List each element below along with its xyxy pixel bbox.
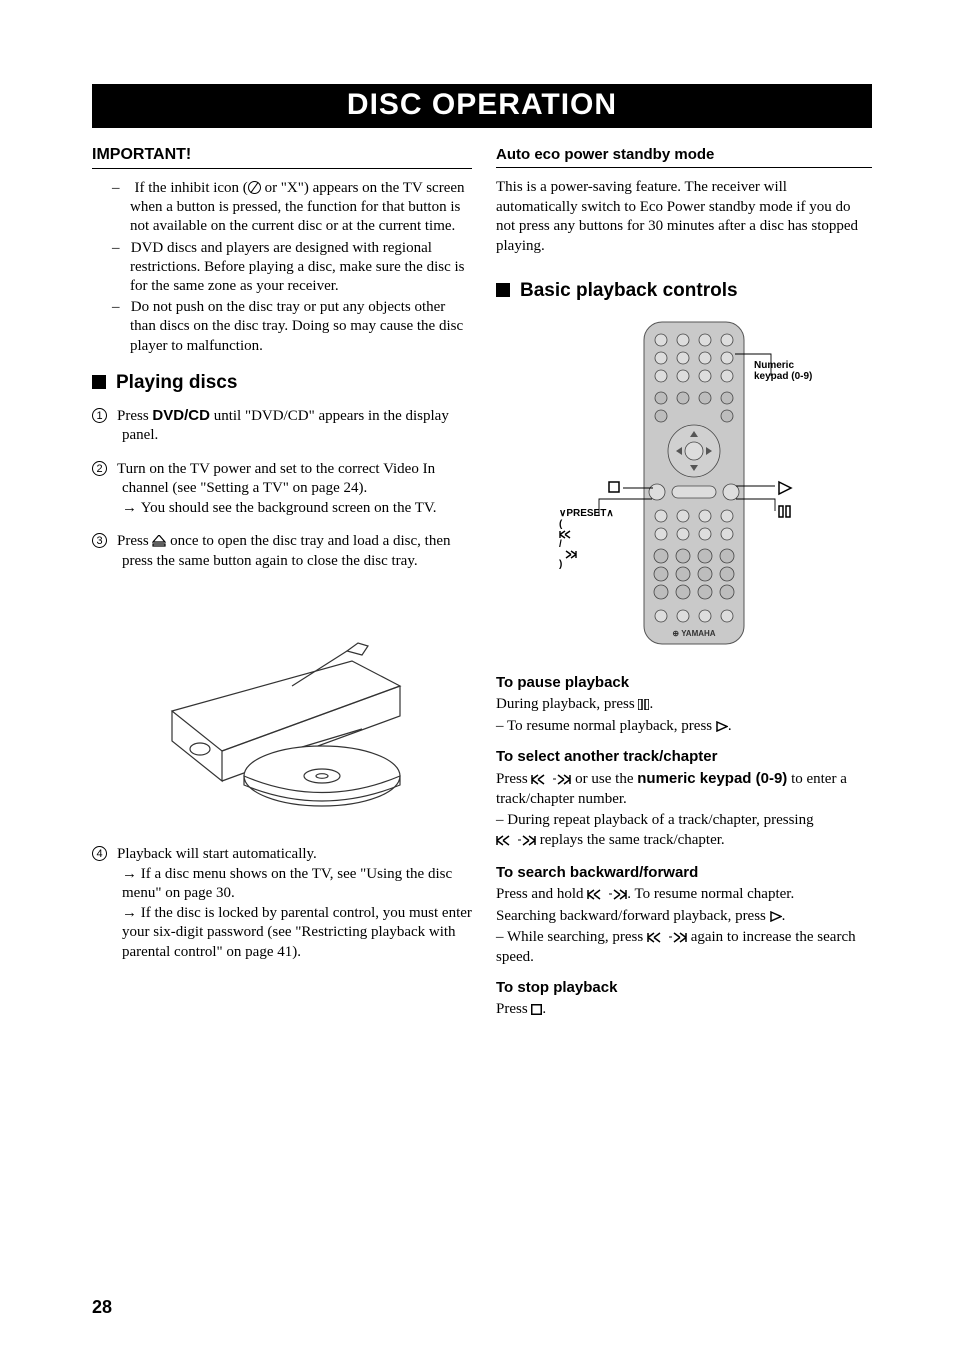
heading-text: Playing discs	[116, 372, 237, 393]
text: ∨PRESET∧	[559, 508, 614, 519]
divider	[92, 168, 472, 169]
text: once to open the disc tray and load a di…	[122, 533, 451, 569]
arrow-note: You should see the background screen on …	[122, 499, 472, 519]
basic-playback-heading: Basic playback controls	[496, 280, 872, 302]
step-2: 2 Turn on the TV power and set to the cor…	[92, 460, 472, 519]
text: .	[782, 908, 786, 924]
text: . To resume normal chapter.	[627, 886, 794, 902]
text: Searching backward/forward playback, pre…	[496, 908, 770, 924]
pause-icon	[638, 699, 649, 710]
prev-next-icon	[531, 774, 571, 785]
text: .	[649, 696, 653, 712]
divider	[496, 167, 872, 168]
auto-eco-heading: Auto eco power standby mode	[496, 146, 872, 163]
stop-body: Press .	[496, 1000, 872, 1020]
text: During repeat playback of a track/chapte…	[507, 812, 813, 828]
text: If the inhibit icon (	[135, 180, 248, 196]
text: Press	[496, 1001, 531, 1017]
pause-body: During playback, press .	[496, 695, 872, 715]
important-heading: IMPORTANT!	[92, 146, 472, 164]
text: Playback will start automatically.	[117, 846, 317, 862]
page-number: 28	[92, 1297, 112, 1318]
step-1: 1Press DVD/CD until "DVD/CD" appears in …	[92, 406, 472, 446]
search-line-3: – While searching, press again to increa…	[496, 928, 872, 967]
preset-icons: ( / )	[559, 519, 614, 570]
important-item-2: DVD discs and players are designed with …	[126, 239, 472, 297]
text: Turn on the TV power and set to the corr…	[117, 461, 435, 497]
prev-next-icon	[587, 889, 627, 900]
page-title-bar: DISC OPERATION	[92, 84, 872, 128]
page-title: DISC OPERATION	[92, 88, 872, 122]
text: Press	[496, 771, 531, 787]
text: replays the same track/chapter.	[536, 832, 725, 848]
important-item-1: If the inhibit icon ( or "X") appears on…	[126, 179, 472, 237]
pause-heading: To pause playback	[496, 674, 872, 691]
text: or use the	[571, 771, 637, 787]
svg-text:⊕ YAMAHA: ⊕ YAMAHA	[672, 629, 715, 638]
text: Press and hold	[496, 886, 587, 902]
arrow-note: If a disc menu shows on the TV, see "Usi…	[122, 865, 472, 904]
text: During playback, press	[496, 696, 638, 712]
label-preset: ∨PRESET∧ ( / )	[559, 508, 614, 570]
select-note-2: replays the same track/chapter.	[496, 831, 872, 851]
search-line-2: Searching backward/forward playback, pre…	[496, 907, 872, 927]
square-bullet-icon	[496, 283, 510, 297]
key-label: DVD/CD	[152, 407, 210, 424]
text: .	[728, 718, 732, 734]
text: To resume normal playback, press	[507, 718, 716, 734]
step-4: 4 Playback will start automatically. If a…	[92, 845, 472, 962]
search-line-1: Press and hold . To resume normal chapte…	[496, 885, 872, 905]
step-number-icon: 2	[92, 461, 107, 476]
step-3: 3 Press once to open the disc tray and lo…	[92, 532, 472, 571]
select-heading: To select another track/chapter	[496, 748, 872, 765]
select-body: Press or use the numeric keypad (0-9) to…	[496, 769, 872, 809]
step-number-icon: 1	[92, 408, 107, 423]
step-number-icon: 4	[92, 846, 107, 861]
play-icon	[770, 911, 782, 922]
step-number-icon: 3	[92, 533, 107, 548]
arrow-note: If the disc is locked by parental contro…	[122, 904, 472, 963]
auto-eco-body: This is a power-saving feature. The rece…	[496, 178, 872, 256]
text: While searching, press	[507, 929, 647, 945]
play-icon	[716, 721, 728, 732]
key-label: numeric keypad (0-9)	[637, 770, 787, 787]
select-note-1: – During repeat playback of a track/chap…	[496, 811, 872, 831]
prev-next-icon	[496, 835, 536, 846]
important-item-3: Do not push on the disc tray or put any …	[126, 298, 472, 356]
label-numeric-keypad: Numeric keypad (0-9)	[754, 360, 812, 382]
text: Press	[117, 408, 152, 424]
important-list: If the inhibit icon ( or "X") appears on…	[92, 179, 472, 356]
stop-icon	[531, 1004, 542, 1015]
stop-heading: To stop playback	[496, 979, 872, 996]
remote-figure: ⊕ YAMAHA	[539, 316, 829, 656]
text: Press	[117, 533, 152, 549]
square-bullet-icon	[92, 375, 106, 389]
text: .	[542, 1001, 546, 1017]
disc-player-figure	[152, 591, 412, 821]
prev-next-icon	[647, 932, 687, 943]
inhibit-icon	[248, 181, 261, 194]
playing-discs-heading: Playing discs	[92, 372, 472, 394]
heading-text: Basic playback controls	[520, 280, 738, 301]
pause-resume: – To resume normal playback, press .	[496, 717, 872, 737]
search-heading: To search backward/forward	[496, 864, 872, 881]
eject-icon	[152, 533, 166, 549]
